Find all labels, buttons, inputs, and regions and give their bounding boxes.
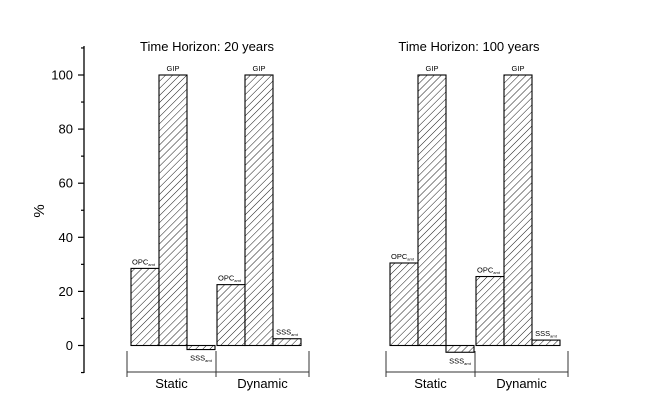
bar-label: SSSamt [190,354,213,364]
group-label: Dynamic [237,376,288,391]
y-tick-label: 80 [59,122,73,137]
bar-opc [216,284,246,347]
bar-label: OPCamt [218,274,242,284]
bar-sss [272,338,302,347]
bar-label: SSSamt [276,328,299,338]
bar-label: OPCamt [391,252,415,262]
bar-label: GIP [167,64,180,73]
y-tick-label: 100 [51,68,73,83]
bar-sss [445,344,475,353]
panel-title: Time Horizon: 100 years [398,39,540,54]
group-label: Static [155,376,188,391]
y-tick-label: 40 [59,230,73,245]
bar-sss [531,339,561,347]
y-axis-label: % [31,204,48,217]
group-label: Dynamic [496,376,547,391]
panel-title: Time Horizon: 20 years [140,39,274,54]
group-label: Static [414,376,447,391]
bar-opc [475,275,505,347]
bar-gip [417,74,447,347]
y-tick-label: 0 [66,338,73,353]
y-tick-label: 60 [59,176,73,191]
bar-gip [244,74,274,347]
bar-opc [130,267,160,347]
bar-label: SSSamt [535,329,558,339]
bar-opc [389,262,419,347]
bar-label: GIP [253,64,266,73]
bar-label: GIP [512,64,525,73]
y-tick-label: 20 [59,284,73,299]
annotations: Time Horizon: 20 years OPCamt GIP SSSamt OPC… [126,39,569,391]
y-axis: 0 20 40 60 80 100% [31,46,85,374]
bar-label: OPCamt [132,257,156,267]
bar-label: GIP [426,64,439,73]
bar-label: OPCamt [477,266,501,276]
bar-sss [186,344,216,351]
bars [130,74,561,353]
bar-label: SSSamt [449,356,472,366]
bar-gip [503,74,533,347]
bar-gip [158,74,188,347]
